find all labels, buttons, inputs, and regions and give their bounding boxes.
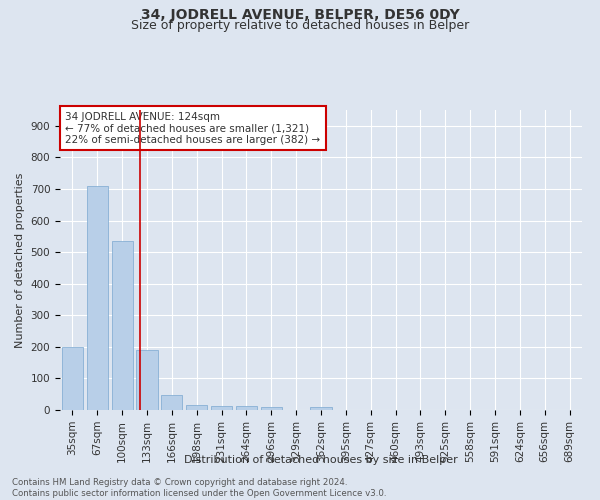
Text: Size of property relative to detached houses in Belper: Size of property relative to detached ho… bbox=[131, 19, 469, 32]
Text: 34, JODRELL AVENUE, BELPER, DE56 0DY: 34, JODRELL AVENUE, BELPER, DE56 0DY bbox=[140, 8, 460, 22]
Text: Distribution of detached houses by size in Belper: Distribution of detached houses by size … bbox=[184, 455, 458, 465]
Bar bbox=[161, 396, 182, 410]
Bar bbox=[186, 404, 207, 410]
Bar bbox=[87, 186, 108, 410]
Bar bbox=[310, 407, 332, 410]
Y-axis label: Number of detached properties: Number of detached properties bbox=[15, 172, 25, 348]
Bar bbox=[211, 406, 232, 410]
Bar bbox=[236, 406, 257, 410]
Bar bbox=[261, 407, 282, 410]
Text: Contains HM Land Registry data © Crown copyright and database right 2024.
Contai: Contains HM Land Registry data © Crown c… bbox=[12, 478, 386, 498]
Text: 34 JODRELL AVENUE: 124sqm
← 77% of detached houses are smaller (1,321)
22% of se: 34 JODRELL AVENUE: 124sqm ← 77% of detac… bbox=[65, 112, 320, 144]
Bar bbox=[62, 347, 83, 410]
Bar bbox=[136, 350, 158, 410]
Bar bbox=[112, 241, 133, 410]
